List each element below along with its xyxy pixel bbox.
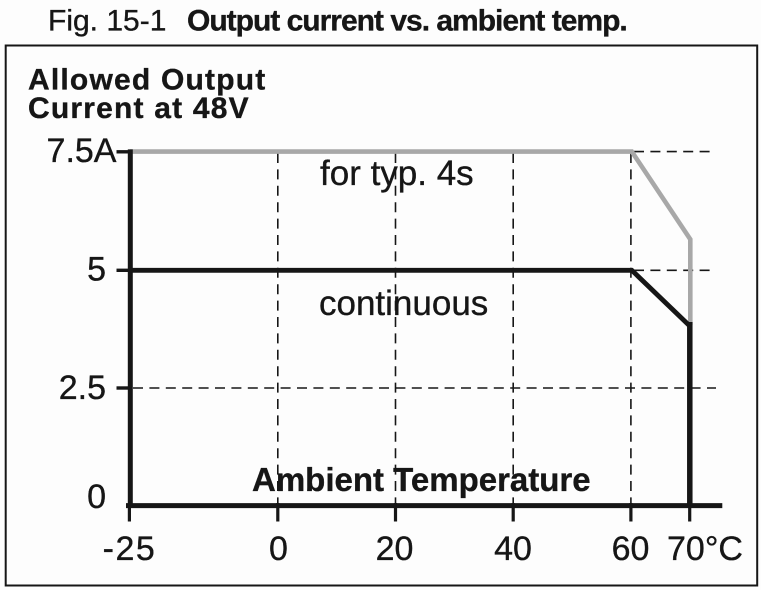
svg-text:5: 5	[87, 251, 106, 289]
svg-text:-25: -25	[103, 530, 157, 568]
svg-text:20: 20	[376, 530, 414, 568]
svg-text:continuous: continuous	[319, 284, 488, 323]
svg-text:0: 0	[269, 530, 288, 568]
svg-text:40: 40	[494, 530, 532, 568]
svg-text:60: 60	[612, 530, 650, 568]
svg-text:2.5: 2.5	[59, 369, 106, 407]
svg-text:Allowed Output: Allowed Output	[28, 64, 266, 97]
svg-text:70°C: 70°C	[667, 530, 743, 568]
svg-text:Ambient Temperature: Ambient Temperature	[252, 461, 591, 498]
svg-text:0: 0	[87, 478, 106, 516]
svg-text:for typ. 4s: for typ. 4s	[320, 154, 474, 193]
svg-text:Current at 48V: Current at 48V	[28, 92, 250, 125]
svg-text:7.5A: 7.5A	[47, 132, 117, 170]
svg-text:Output current vs. ambient tem: Output current vs. ambient temp.	[187, 5, 627, 38]
svg-text:Fig. 15-1: Fig. 15-1	[48, 5, 166, 38]
